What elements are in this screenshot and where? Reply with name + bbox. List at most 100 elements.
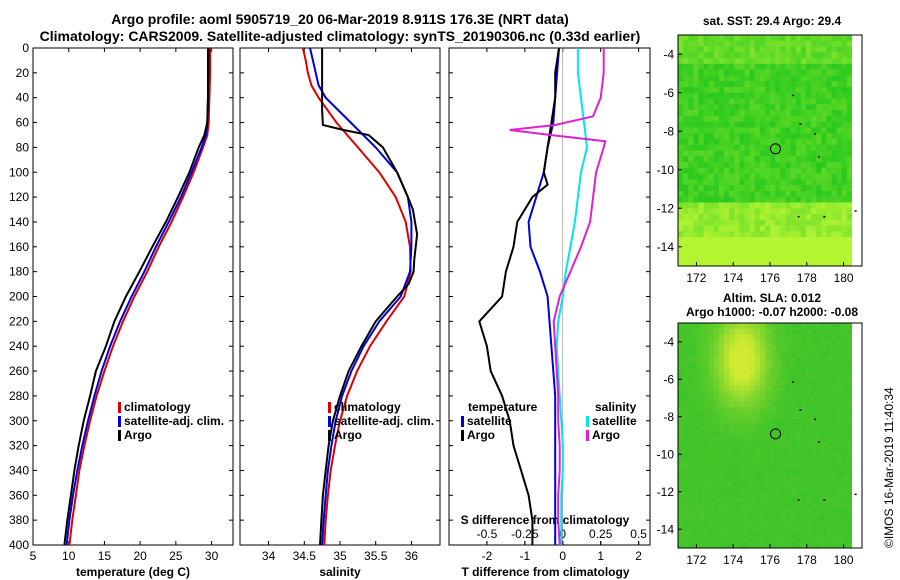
map-cell: [729, 514, 735, 521]
map-cell: [754, 86, 761, 94]
map-cell: [688, 138, 694, 146]
map-cell: [683, 208, 689, 215]
map-cell: [718, 260, 725, 267]
map-cell: [744, 133, 750, 140]
map-cell: [734, 173, 740, 180]
map-cell: [688, 323, 694, 329]
map-cell: [749, 384, 756, 391]
map-cell: [678, 435, 684, 442]
map-cell: [770, 356, 776, 363]
map-cell: [800, 401, 807, 408]
map-cell: [765, 469, 771, 476]
map-cell: [744, 458, 750, 464]
map-cell: [703, 519, 710, 526]
map-cell: [821, 75, 827, 82]
map-cell: [683, 167, 689, 174]
x-tick-label: 35.5: [364, 549, 388, 563]
map-cell: [739, 362, 745, 369]
map-cell: [729, 491, 735, 498]
map-cell: [734, 242, 740, 249]
map-cell: [780, 225, 786, 232]
map-cell: [785, 356, 791, 363]
map-cell: [765, 121, 771, 128]
map-cell: [749, 58, 756, 65]
map-cell: [759, 52, 766, 59]
map-cell: [678, 519, 684, 526]
map-cell: [703, 98, 710, 105]
map-cell: [841, 413, 848, 419]
map-cell: [831, 162, 837, 169]
y-tick-label: 260: [9, 364, 29, 378]
map-cell: [749, 525, 756, 532]
map-cell: [805, 40, 812, 47]
map-cell: [826, 81, 832, 88]
map-cell: [688, 185, 694, 192]
map-cell: [811, 542, 817, 549]
map-cell: [678, 441, 684, 448]
map-cell: [821, 514, 827, 521]
map-cell: [775, 334, 781, 341]
map-cell: [805, 339, 812, 346]
map-cell: [683, 104, 689, 111]
map-cell: [800, 390, 807, 397]
map-cell: [795, 328, 802, 335]
map-cell: [770, 384, 776, 391]
map-cell: [729, 254, 735, 261]
map-cell: [816, 162, 822, 169]
map-cell: [841, 35, 848, 42]
map-cell: [821, 219, 827, 226]
map-cell: [775, 69, 781, 76]
map-cell: [693, 110, 699, 117]
map-cell: [708, 486, 715, 493]
map-cell: [718, 458, 725, 464]
map-cell: [800, 345, 807, 352]
map-cell: [775, 104, 781, 111]
map-cell: [718, 133, 725, 140]
map-cell: [744, 92, 750, 99]
map-cell: [770, 323, 776, 329]
map-cell: [734, 514, 740, 521]
map-cell: [713, 373, 720, 380]
map-cell: [846, 58, 853, 65]
map-cell: [795, 503, 802, 509]
map-cell: [734, 519, 740, 526]
map-cell: [816, 497, 822, 504]
map-cell: [780, 162, 786, 169]
map-cell: [795, 63, 802, 70]
map-cell: [770, 75, 776, 82]
map-cell: [790, 418, 797, 425]
map-cell: [805, 486, 812, 493]
map-cell: [739, 373, 745, 380]
map-cell: [795, 75, 802, 82]
map-cell: [759, 144, 766, 151]
map-cell: [805, 237, 812, 244]
map-cell: [698, 491, 704, 498]
map-cell: [770, 133, 776, 140]
map-cell: [775, 542, 781, 549]
map-cell: [698, 75, 704, 82]
map-cell: [739, 121, 745, 128]
map-cell: [744, 179, 750, 186]
map-cell: [688, 156, 694, 163]
map-cell: [795, 469, 802, 476]
map-cell: [780, 480, 786, 487]
map-cell: [739, 179, 745, 186]
map-cell: [811, 248, 817, 255]
map-cell: [729, 396, 735, 403]
map-cell: [693, 214, 699, 221]
map-cell: [816, 429, 822, 436]
map-cell: [739, 323, 745, 329]
map-cell: [831, 260, 837, 267]
map-cell: [754, 214, 761, 221]
map-cell: [683, 260, 689, 267]
map-cell: [744, 334, 750, 341]
map-cell: [744, 196, 750, 203]
map-cell: [739, 86, 745, 94]
map-cell: [744, 254, 750, 261]
map-cell: [744, 356, 750, 363]
map-cell: [678, 208, 684, 215]
map-cell: [831, 202, 837, 209]
map-cell: [759, 469, 766, 476]
map-cell: [734, 81, 740, 88]
map-cell: [718, 35, 725, 42]
